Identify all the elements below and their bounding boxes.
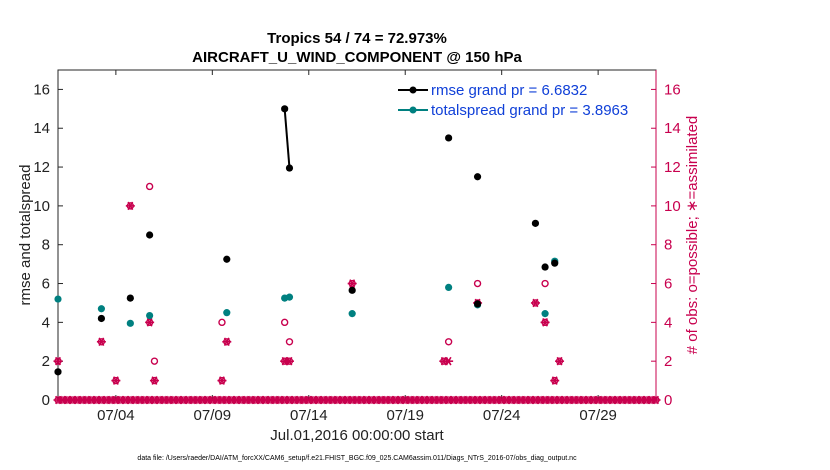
rmse-point	[445, 134, 453, 142]
obs-assimilated-point	[222, 337, 232, 347]
totalspread-point	[54, 295, 62, 303]
x-tick-label: 07/14	[290, 407, 328, 424]
totalspread-point	[126, 319, 134, 327]
obs-assimilated-point	[550, 376, 560, 385]
totalspread-point	[146, 311, 154, 320]
y-tick-label: 12	[33, 159, 50, 176]
obs-assimilated-point	[530, 298, 540, 308]
obs-possible-point	[218, 318, 226, 327]
footnote: data file: /Users/raeder/DAI/ATM_forcXX/…	[137, 455, 577, 462]
right-y-axis-label: # of obs: o=possible; ∗=assimilated	[684, 116, 701, 355]
rmse-point	[281, 105, 289, 113]
obs-assimilated-point	[125, 201, 135, 211]
y-tick-label: 4	[42, 314, 50, 331]
right-y-tick-label: 4	[664, 314, 672, 331]
rmse-point	[531, 219, 540, 227]
totalspread-point	[348, 310, 356, 318]
legend-rmse-marker	[409, 86, 417, 94]
obs-assimilated-point	[111, 376, 121, 385]
obs-assimilated-point	[444, 356, 454, 366]
obs-assimilated-point	[145, 318, 155, 327]
obs-assimilated-point	[53, 356, 63, 366]
x-axis-label: Jul.01,2016 00:00:00 start	[270, 427, 444, 444]
obs-possible-point	[280, 318, 289, 327]
right-y-tick-label: 6	[664, 276, 672, 293]
totalspread-point	[445, 283, 453, 292]
chart-subtitle: AIRCRAFT_U_WIND_COMPONENT @ 150 hPa	[192, 49, 522, 66]
right-y-tick-label: 16	[664, 81, 681, 98]
rmse-point	[551, 259, 559, 267]
right-y-tick-label: 10	[664, 198, 681, 215]
rmse-point	[541, 263, 549, 271]
obs-assimilated-point	[149, 376, 159, 385]
y-tick-label: 2	[42, 353, 50, 370]
legend-box	[393, 79, 651, 120]
obs-possible-point	[473, 279, 482, 288]
obs-assimilated-point	[347, 279, 357, 288]
y-tick-label: 14	[33, 120, 50, 137]
rmse-line	[283, 108, 291, 169]
x-tick-label: 07/24	[483, 407, 521, 424]
totalspread-point	[97, 305, 106, 313]
y-tick-label: 10	[33, 198, 50, 215]
rmse-point	[285, 164, 294, 172]
rmse-point	[223, 255, 231, 263]
right-y-axis: 0 2 4 6 8 10 12 14 16	[651, 70, 681, 409]
rmse-point	[348, 286, 356, 294]
obs-assimilated-zero-point	[651, 395, 661, 405]
right-y-tick-label: 8	[664, 237, 672, 254]
totalspread-point	[541, 310, 549, 318]
legend-totalspread-label: totalspread grand pr = 3.8963	[431, 102, 628, 119]
right-y-tick-label: 14	[664, 120, 681, 137]
right-y-tick-label: 0	[664, 392, 672, 409]
totalspread-point	[285, 293, 294, 301]
legend-totalspread-marker	[409, 106, 417, 114]
obs-possible-point	[145, 182, 154, 191]
obs-assimilated-point	[284, 356, 294, 366]
legend-rmse-label: rmse grand pr = 6.6832	[431, 82, 587, 99]
y-tick-label: 0	[42, 392, 50, 409]
rmse-point	[126, 294, 134, 302]
left-y-axis: 0 2 4 6 8 10 12 14 16	[33, 81, 63, 409]
rmse-point	[97, 314, 106, 323]
obs-possible-point	[541, 279, 549, 288]
x-axis: 07/04 07/09 07/14 07/19 07/24 07/29	[97, 70, 617, 424]
y-tick-label: 6	[42, 276, 50, 293]
rmse-point	[473, 173, 482, 181]
obs-possible-point	[285, 338, 294, 346]
x-tick-label: 07/09	[194, 407, 232, 424]
rmse-point	[146, 231, 154, 239]
obs-assimilated-point	[555, 356, 565, 366]
data-marks	[53, 105, 661, 405]
totalspread-point	[223, 309, 231, 317]
y-tick-label: 16	[33, 81, 50, 98]
y-axis-label: rmse and totalspread	[17, 165, 34, 306]
plot-area	[57, 69, 657, 401]
rmse-point	[473, 300, 482, 308]
chart-title: Tropics 54 / 74 = 72.973%	[267, 30, 447, 47]
obs-assimilated-point	[540, 318, 550, 327]
obs-assimilated-point	[96, 337, 106, 347]
right-y-tick-label: 2	[664, 353, 672, 370]
obs-possible-point	[150, 357, 159, 365]
legend: rmse grand pr = 6.6832 totalspread grand…	[393, 79, 651, 120]
axes-box	[57, 69, 657, 401]
x-tick-label: 07/29	[579, 407, 617, 424]
obs-possible-point	[444, 338, 453, 346]
obs-assimilated-point	[217, 376, 227, 385]
x-tick-label: 07/04	[97, 407, 135, 424]
rmse-point	[54, 368, 62, 376]
x-tick-label: 07/19	[386, 407, 424, 424]
right-y-tick-label: 12	[664, 159, 681, 176]
y-tick-label: 8	[42, 237, 50, 254]
